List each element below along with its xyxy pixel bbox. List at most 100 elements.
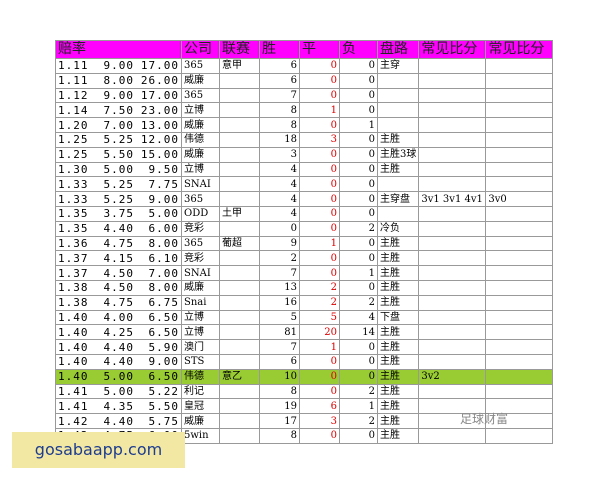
odds-value: 26.00 <box>140 74 179 88</box>
cell <box>418 383 487 400</box>
odds-value: 1.33 <box>58 192 89 206</box>
data-row: 1.20 7.00 13.00 威廉 8 0 1 <box>55 117 554 133</box>
cell: 主胜 <box>376 294 420 311</box>
odds-value: 7.00 <box>148 266 179 280</box>
cell <box>219 146 260 163</box>
cell: 0 <box>339 279 378 296</box>
odds-value: 13.00 <box>140 118 179 132</box>
cell <box>219 87 260 104</box>
cell: 立博 <box>181 161 220 178</box>
cell: 3 <box>299 131 340 148</box>
cell <box>485 250 554 267</box>
cell <box>219 324 260 341</box>
odds-value: 4.50 <box>103 281 134 295</box>
cell: 6 <box>259 72 300 89</box>
cell <box>485 146 554 163</box>
odds-value: 9.00 <box>148 355 179 369</box>
cell: 土甲 <box>219 205 260 222</box>
cell: 威廉 <box>181 413 220 429</box>
odds-value: 6.75 <box>148 296 179 310</box>
data-row: 1.36 4.75 8.00 365 葡超 9 1 0 主胜 <box>55 235 554 252</box>
cell: 主胜 <box>376 235 420 252</box>
data-row: 1.11 8.00 26.00 威廉 6 0 0 <box>55 72 554 89</box>
data-row: 1.33 5.25 9.00 365 4 0 0 主穿盘 3v1 3v1 4v1 3v0 <box>55 191 554 207</box>
cell: 0 <box>299 87 340 104</box>
odds-value: 4.25 <box>103 325 134 339</box>
cell: 0 <box>299 146 340 163</box>
odds-value: 9.50 <box>148 162 179 176</box>
odds-value: 4.15 <box>103 251 134 265</box>
odds-value: 15.00 <box>140 148 179 162</box>
cell <box>376 72 420 89</box>
odds-value: 4.40 <box>103 355 134 369</box>
odds-cell: 1.35 4.40 6.00 <box>55 220 182 237</box>
cell: 0 <box>339 72 378 89</box>
odds-value: 1.11 <box>58 74 89 88</box>
odds-cell: 1.25 5.50 15.00 <box>55 146 182 163</box>
odds-value: 8.00 <box>148 281 179 295</box>
cell: 主胜 <box>376 427 420 444</box>
cell: 4 <box>259 161 300 178</box>
cell: 0 <box>339 427 378 444</box>
cell <box>418 102 487 119</box>
cell <box>485 161 554 178</box>
cell: 0 <box>299 383 340 400</box>
odds-cell: 1.33 5.25 9.00 <box>55 191 182 207</box>
cell: 8 <box>259 383 300 400</box>
cell: 0 <box>339 58 378 74</box>
cell <box>485 102 554 119</box>
cell <box>418 131 487 148</box>
cell: 0 <box>339 368 378 385</box>
odds-cell: 1.41 5.00 5.22 <box>55 383 182 400</box>
odds-value: 5.90 <box>148 340 179 354</box>
cell: 5 <box>299 309 340 326</box>
cell: 18 <box>259 131 300 148</box>
cell <box>485 235 554 252</box>
data-row: 1.25 5.50 15.00 威廉 3 0 0 主胜3球 <box>55 146 554 163</box>
data-row: 1.37 4.15 6.10 竞彩 2 0 0 主胜 <box>55 250 554 267</box>
cell: 4 <box>259 191 300 207</box>
cell <box>418 279 487 296</box>
cell: 13 <box>259 279 300 296</box>
cell: 0 <box>339 131 378 148</box>
odds-value: 1.37 <box>58 251 89 265</box>
odds-cell: 1.40 4.25 6.50 <box>55 324 182 341</box>
cell: 3v1 3v1 4v1 <box>418 191 487 207</box>
cell: 主胜 <box>376 131 420 148</box>
cell: STS <box>181 353 220 370</box>
data-row: 1.33 5.25 7.75 SNAI 4 0 0 <box>55 176 554 193</box>
cell: 0 <box>339 146 378 163</box>
odds-value: 5.22 <box>148 384 179 398</box>
cell <box>485 87 554 104</box>
cell <box>418 72 487 89</box>
cell <box>485 294 554 311</box>
cell: 威廉 <box>181 279 220 296</box>
cell: 伟德 <box>181 131 220 148</box>
cell: 0 <box>299 117 340 133</box>
cell <box>418 176 487 193</box>
cell: 6 <box>259 58 300 74</box>
cell: 立博 <box>181 324 220 341</box>
cell: 威廉 <box>181 72 220 89</box>
data-row: 1.40 4.00 6.50 立博 5 5 4 下盘 <box>55 309 554 326</box>
odds-value: 1.14 <box>58 103 89 117</box>
cell <box>376 87 420 104</box>
odds-value: 5.25 <box>103 192 134 206</box>
odds-cell: 1.40 4.40 5.90 <box>55 339 182 355</box>
cell: 主胜 <box>376 398 420 415</box>
cell: 0 <box>339 235 378 252</box>
cell: 0 <box>299 191 340 207</box>
odds-cell: 1.11 9.00 17.00 <box>55 58 182 74</box>
cell: 0 <box>299 58 340 74</box>
cell <box>418 294 487 311</box>
odds-value: 1.12 <box>58 88 89 102</box>
cell: 3v0 <box>485 191 554 207</box>
odds-value: 1.40 <box>58 340 89 354</box>
cell <box>219 250 260 267</box>
odds-value: 4.00 <box>103 310 134 324</box>
cell: 0 <box>339 205 378 222</box>
cell: 1 <box>299 102 340 119</box>
cell: 主胜3球 <box>376 146 420 163</box>
odds-value: 17.00 <box>140 59 179 73</box>
